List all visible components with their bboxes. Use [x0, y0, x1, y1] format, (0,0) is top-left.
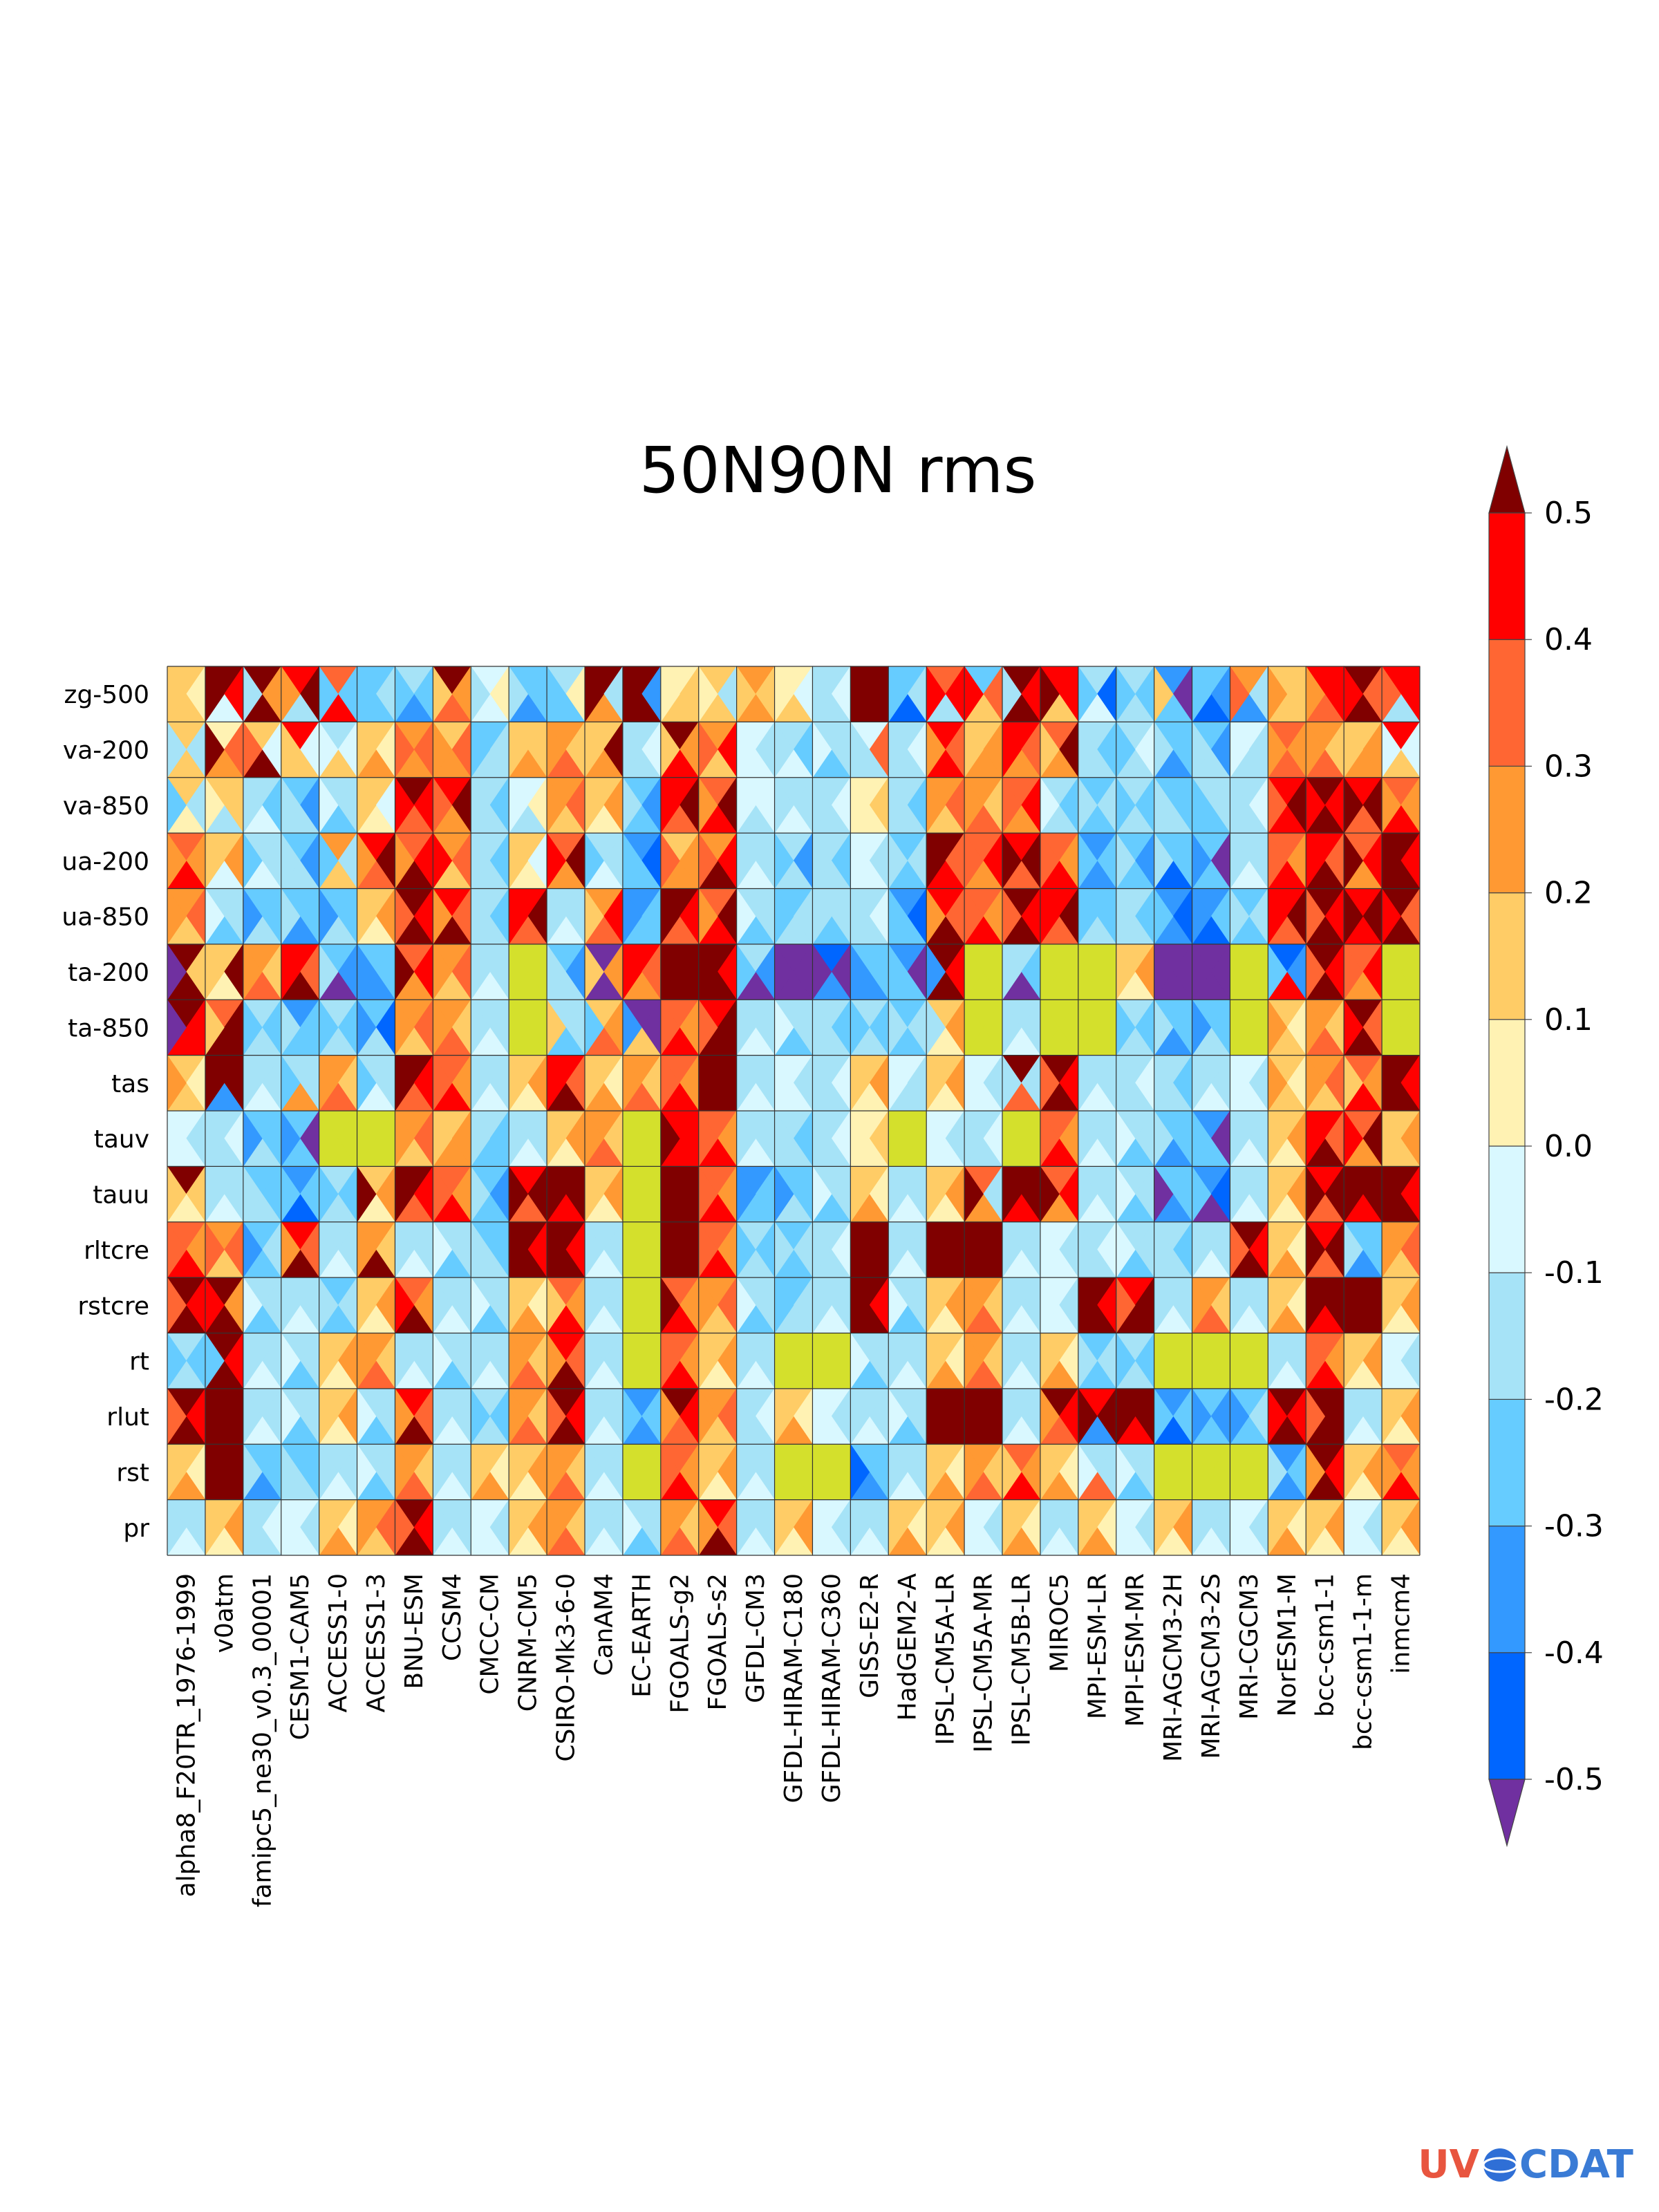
column-label: EC-EARTH [628, 1573, 656, 1698]
colorbar-segment [1488, 1019, 1526, 1147]
column-label: CanAM4 [590, 1573, 618, 1676]
colorbar-segment [1488, 1272, 1526, 1400]
row-label: rstcre [77, 1292, 149, 1320]
colorbar-tick-label: 0.0 [1544, 1129, 1593, 1164]
row-label: rlut [106, 1403, 149, 1432]
column-label: bcc-csm1-1 [1311, 1573, 1340, 1717]
column-label: CSIRO-Mk3-6-0 [552, 1573, 581, 1762]
row-label: va-200 [63, 737, 149, 765]
colorbar-tick-label: -0.3 [1544, 1509, 1604, 1544]
column-label: GFDL-HIRAM-C180 [780, 1573, 808, 1803]
column-label: IPSL-CM5B-LR [1007, 1573, 1035, 1745]
column-label: bcc-csm1-1-m [1349, 1573, 1378, 1750]
column-label: famipc5_ne30_v0.3_00001 [248, 1573, 276, 1907]
globe-icon [1483, 2148, 1517, 2182]
column-label: CMCC-CM [476, 1573, 505, 1695]
column-label: MPI-ESM-MR [1121, 1573, 1150, 1727]
column-labels: alpha8_F20TR_1976-1999 v0atm famipc5_ne30_… [172, 1573, 1415, 1908]
colorbar-tick-label: -0.1 [1544, 1255, 1604, 1291]
logo-text-left: UV [1418, 2142, 1479, 2187]
row-label: ua-850 [62, 903, 149, 932]
colorbar-segment [1488, 892, 1526, 1020]
column-label: GFDL-CM3 [742, 1573, 770, 1703]
column-label: IPSL-CM5A-LR [932, 1573, 960, 1745]
gridlines [167, 666, 1421, 1556]
colorbar-segment [1488, 1145, 1526, 1273]
column-label: MPI-ESM-LR [1083, 1573, 1112, 1719]
column-label: GFDL-HIRAM-C360 [818, 1573, 846, 1803]
colorbar-tick-label: 0.1 [1544, 1002, 1593, 1038]
colorbar-over-arrow [1488, 444, 1526, 514]
column-label: MRI-AGCM3-2S [1197, 1573, 1226, 1759]
column-label: MRI-CGCM3 [1235, 1573, 1264, 1720]
column-label: ACCESS1-3 [362, 1573, 391, 1713]
row-label: ua-200 [62, 847, 149, 876]
column-label: MIROC5 [1045, 1573, 1074, 1672]
logo-text-right: CDAT [1519, 2142, 1633, 2187]
column-label: FGOALS-s2 [704, 1573, 732, 1711]
row-label: pr [123, 1515, 149, 1543]
chart-title: 50N90N rms [639, 433, 1037, 507]
colorbar-segment [1488, 765, 1526, 894]
row-label: tauv [94, 1125, 149, 1154]
column-label: NorESM1-M [1273, 1573, 1302, 1716]
heatmap-cells [167, 666, 1421, 1556]
colorbar-tick-label: 0.4 [1544, 622, 1593, 657]
column-label: CNRM-CM5 [514, 1573, 543, 1712]
column-label: FGOALS-g2 [666, 1573, 694, 1714]
column-label: alpha8_F20TR_1976-1999 [172, 1573, 200, 1897]
row-label: va-850 [63, 792, 149, 821]
colorbar-segment [1488, 512, 1526, 640]
colorbar-tick-label: -0.4 [1544, 1635, 1604, 1671]
row-label: ta-200 [68, 959, 149, 987]
column-label: BNU-ESM [400, 1573, 429, 1689]
row-label: zg-500 [64, 681, 149, 709]
row-labels: zg-500 va-200 va-850 ua-200 ua-850 ta-200 ta-8… [62, 681, 149, 1543]
colorbar-tick-label: 0.5 [1544, 496, 1593, 531]
row-label: tauu [93, 1181, 149, 1210]
colorbar-segment [1488, 1652, 1526, 1780]
column-label: GISS-E2-R [856, 1573, 884, 1698]
colorbar-under-arrow [1488, 1779, 1526, 1848]
colorbar-tick-label: -0.5 [1544, 1762, 1604, 1797]
row-label: tas [111, 1070, 149, 1098]
colorbar-tick-label: -0.2 [1544, 1382, 1604, 1417]
column-label: inmcm4 [1387, 1573, 1416, 1674]
row-label: ta-850 [68, 1014, 149, 1042]
column-label: CESM1-CAM5 [286, 1573, 315, 1740]
column-label: MRI-AGCM3-2H [1159, 1573, 1188, 1762]
column-label: HadGEM2-A [894, 1573, 922, 1721]
colorbar-tick-label: 0.3 [1544, 749, 1593, 784]
column-label: v0atm [210, 1573, 238, 1653]
column-label: CCSM4 [438, 1573, 467, 1661]
row-label: rltcre [84, 1237, 149, 1265]
row-label: rst [116, 1459, 149, 1487]
column-label: IPSL-CM5A-MR [970, 1573, 998, 1753]
uvcdat-logo: UV CDAT [1418, 2142, 1633, 2187]
column-label: ACCESS1-0 [324, 1573, 353, 1713]
colorbar: -0.5 -0.4 -0.3 -0.2 -0.1 0.0 0.1 0.2 0.3 0.4 0.5 [1488, 444, 1604, 1848]
colorbar-segment [1488, 1398, 1526, 1527]
globe-orbit [1482, 2157, 1518, 2173]
colorbar-segment [1488, 1526, 1526, 1653]
row-label: rt [129, 1348, 149, 1376]
colorbar-segment [1488, 639, 1526, 767]
colorbar-tick-label: 0.2 [1544, 876, 1593, 911]
